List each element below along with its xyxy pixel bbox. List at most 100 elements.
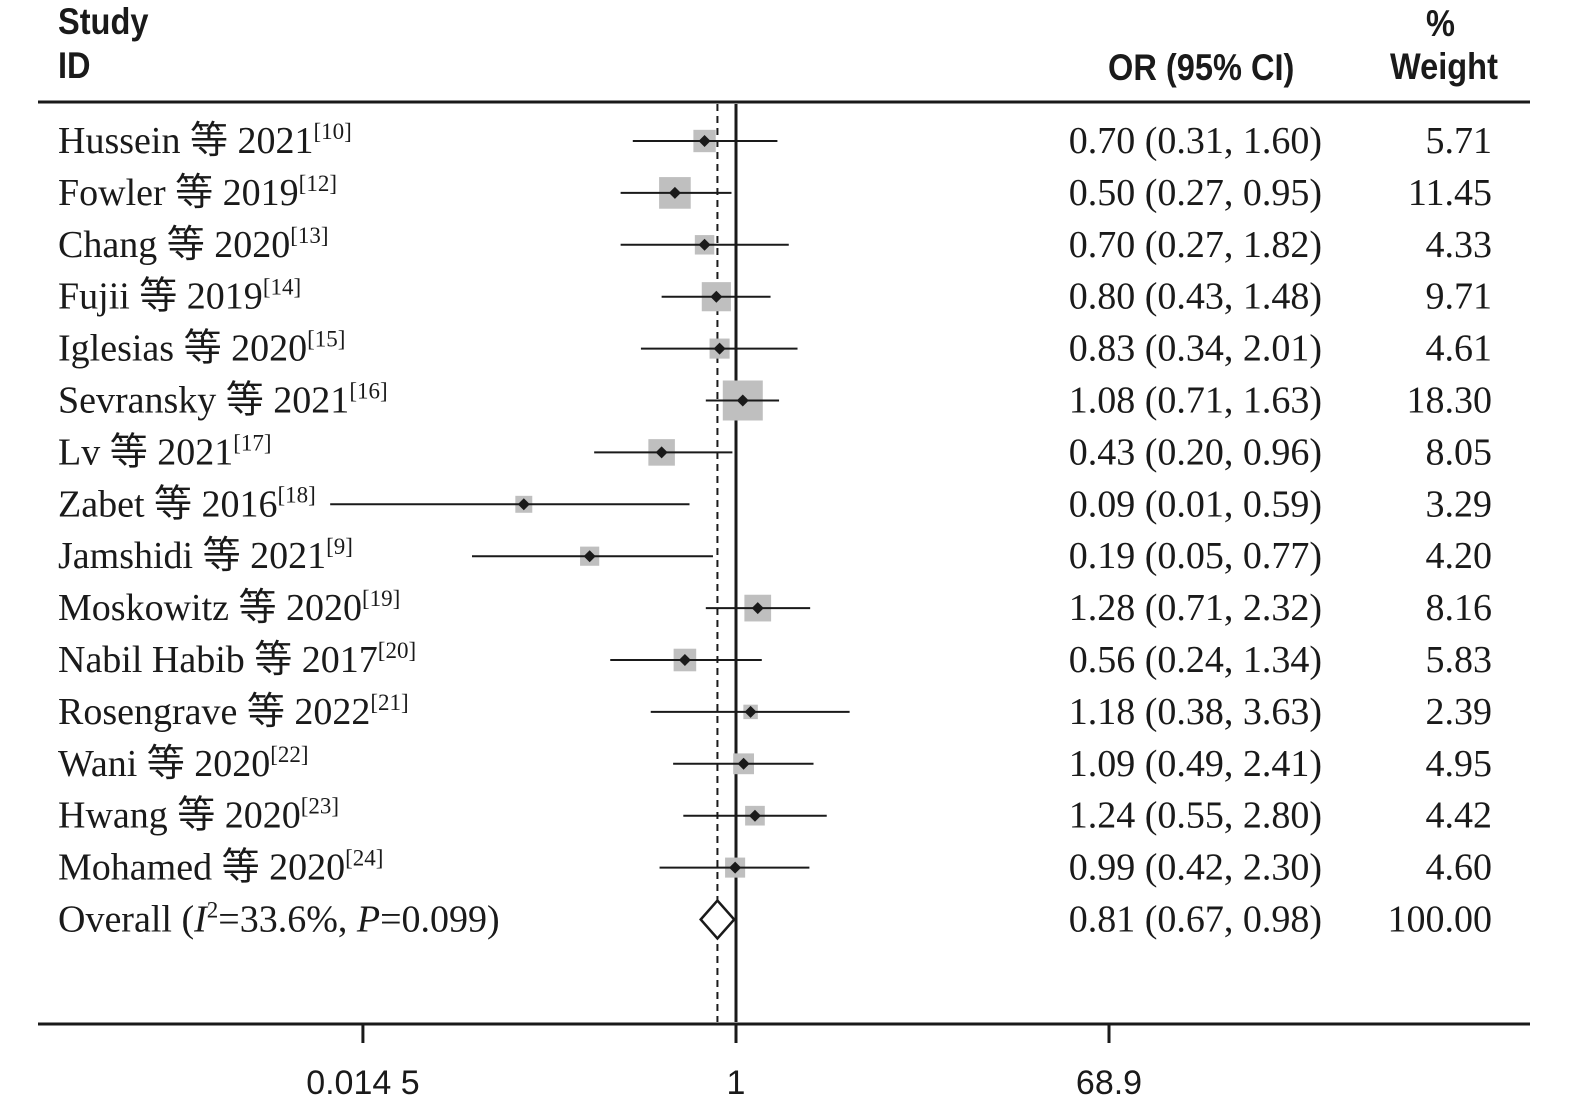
column-header-study: Study xyxy=(58,1,149,42)
study-label: Lv 等 2021[17] xyxy=(58,430,272,473)
study-reference: [14] xyxy=(263,275,301,300)
table-row: Sevransky 等 2021[16] 1.08 (0.71, 1.63) 18.… xyxy=(58,379,1492,422)
or-ci-value: 0.43 (0.20, 0.96) xyxy=(1069,431,1322,473)
table-row: Moskowitz 等 2020[19] 1.28 (0.71, 2.32) 8.1… xyxy=(58,586,1492,629)
point-estimate xyxy=(698,238,711,251)
heterogeneity-value: =33.6%, xyxy=(218,899,357,941)
heterogeneity-superscript: 2 xyxy=(207,898,219,923)
study-label: Chang 等 2020[13] xyxy=(58,223,329,266)
study-label: Moskowitz 等 2020[19] xyxy=(58,586,400,629)
study-label: Hussein 等 2021[10] xyxy=(58,119,352,162)
weight-value: 4.61 xyxy=(1426,328,1493,370)
study-reference: [16] xyxy=(349,379,387,404)
study-reference: [18] xyxy=(278,482,316,507)
table-row: Mohamed 等 2020[24] 0.99 (0.42, 2.30) 4.60 xyxy=(58,846,1492,889)
weight-value: 5.71 xyxy=(1426,120,1493,162)
weight-value: 4.42 xyxy=(1426,795,1493,837)
table-row: Hussein 等 2021[10] 0.70 (0.31, 1.60) 5.71 xyxy=(58,119,1492,162)
study-reference: [12] xyxy=(299,171,337,196)
overall-diamond xyxy=(699,898,736,941)
point-estimate xyxy=(710,290,723,303)
study-label: Zabet 等 2016[18] xyxy=(58,482,316,525)
study-reference: [22] xyxy=(270,742,308,767)
study-name: Wani 等 2020 xyxy=(58,743,270,785)
overall-row: Overall (I2=33.6%, P=0.099) 0.81 (0.67, 0… xyxy=(58,898,1492,941)
study-name: Fowler 等 2019 xyxy=(58,172,299,214)
study-reference: [9] xyxy=(326,534,353,559)
point-estimate xyxy=(748,809,761,822)
column-header-percent: % xyxy=(1426,3,1455,44)
table-row: Nabil Habib 等 2017[20] 0.56 (0.24, 1.34) 5… xyxy=(58,638,1492,681)
study-name: Jamshidi 等 2021 xyxy=(58,535,326,577)
weight-value: 5.83 xyxy=(1426,639,1493,681)
weight-value: 2.39 xyxy=(1426,691,1493,733)
study-rows: Hussein 等 2021[10] 0.70 (0.31, 1.60) 5.71 F… xyxy=(58,119,1492,889)
weight-value: 8.16 xyxy=(1426,587,1493,629)
point-estimate xyxy=(698,135,711,147)
study-reference: [19] xyxy=(362,586,400,611)
table-row: Fujii 等 2019[14] 0.80 (0.43, 1.48) 9.71 xyxy=(58,275,1492,318)
x-tick-label: 0.014 5 xyxy=(306,1064,419,1102)
weight-value: 18.30 xyxy=(1407,380,1493,422)
or-ci-value: 0.70 (0.31, 1.60) xyxy=(1069,120,1322,162)
study-label: Nabil Habib 等 2017[20] xyxy=(58,638,416,681)
x-tick-label: 68.9 xyxy=(1076,1064,1142,1102)
x-axis-ticks: 0.014 5 1 68.9 xyxy=(306,1024,1142,1102)
study-reference: [15] xyxy=(307,327,345,352)
study-reference: [13] xyxy=(290,223,328,248)
study-label: Mohamed 等 2020[24] xyxy=(58,846,383,889)
point-estimate xyxy=(736,394,749,407)
point-estimate xyxy=(668,186,681,199)
table-row: Zabet 等 2016[18] 0.09 (0.01, 0.59) 3.29 xyxy=(58,482,1492,525)
study-name: Sevransky 等 2021 xyxy=(58,380,349,422)
study-label: Wani 等 2020[22] xyxy=(58,742,309,785)
point-estimate xyxy=(655,446,668,459)
or-ci-value: 0.09 (0.01, 0.59) xyxy=(1069,483,1322,525)
overall-label: Overall (I2=33.6%, P=0.099) xyxy=(58,898,500,941)
or-ci-value: 1.09 (0.49, 2.41) xyxy=(1069,743,1322,785)
study-reference: [24] xyxy=(345,846,383,871)
or-ci-value: 0.70 (0.27, 1.82) xyxy=(1069,224,1322,266)
table-row: Fowler 等 2019[12] 0.50 (0.27, 0.95) 11.45 xyxy=(58,171,1492,214)
study-label: Hwang 等 2020[23] xyxy=(58,794,339,837)
or-ci-value: 1.24 (0.55, 2.80) xyxy=(1069,795,1322,837)
study-label: Rosengrave 等 2022[21] xyxy=(58,690,409,733)
study-label: Sevransky 等 2021[16] xyxy=(58,379,388,422)
table-row: Hwang 等 2020[23] 1.24 (0.55, 2.80) 4.42 xyxy=(58,794,1492,837)
study-name: Iglesias 等 2020 xyxy=(58,328,307,370)
or-ci-value: 0.99 (0.42, 2.30) xyxy=(1069,847,1322,889)
study-reference: [17] xyxy=(233,430,271,455)
or-ci-value: 0.19 (0.05, 0.77) xyxy=(1069,535,1322,577)
weight-value: 8.05 xyxy=(1426,431,1493,473)
weight-value: 4.33 xyxy=(1426,224,1493,266)
point-estimate xyxy=(729,861,742,874)
study-label: Iglesias 等 2020[15] xyxy=(58,327,345,370)
overall-weight-value: 100.00 xyxy=(1388,899,1493,941)
table-row: Iglesias 等 2020[15] 0.83 (0.34, 2.01) 4.61 xyxy=(58,327,1492,370)
p-symbol: P xyxy=(356,899,380,941)
or-ci-value: 0.56 (0.24, 1.34) xyxy=(1069,639,1322,681)
weight-value: 11.45 xyxy=(1408,172,1492,214)
study-name: Hussein 等 2021 xyxy=(58,120,313,162)
weight-value: 4.95 xyxy=(1426,743,1493,785)
weight-value: 3.29 xyxy=(1426,483,1493,525)
study-label: Fowler 等 2019[12] xyxy=(58,171,337,214)
study-reference: [23] xyxy=(301,794,339,819)
study-name: Hwang 等 2020 xyxy=(58,795,301,837)
table-row: Rosengrave 等 2022[21] 1.18 (0.38, 3.63) 2.… xyxy=(58,690,1492,733)
point-estimate xyxy=(517,498,530,511)
column-header-weight: Weight xyxy=(1390,46,1498,87)
or-ci-value: 1.08 (0.71, 1.63) xyxy=(1069,380,1322,422)
or-ci-value: 0.50 (0.27, 0.95) xyxy=(1069,172,1322,214)
point-estimate xyxy=(737,757,750,770)
study-name: Mohamed 等 2020 xyxy=(58,847,345,889)
table-row: Wani 等 2020[22] 1.09 (0.49, 2.41) 4.95 xyxy=(58,742,1492,785)
overall-prefix: Overall ( xyxy=(58,899,194,941)
x-tick-label: 1 xyxy=(727,1064,746,1102)
study-name: Zabet 等 2016 xyxy=(58,483,278,525)
study-name: Rosengrave 等 2022 xyxy=(58,691,370,733)
weight-value: 4.60 xyxy=(1426,847,1493,889)
study-name: Chang 等 2020 xyxy=(58,224,290,266)
or-ci-value: 0.80 (0.43, 1.48) xyxy=(1069,276,1322,318)
